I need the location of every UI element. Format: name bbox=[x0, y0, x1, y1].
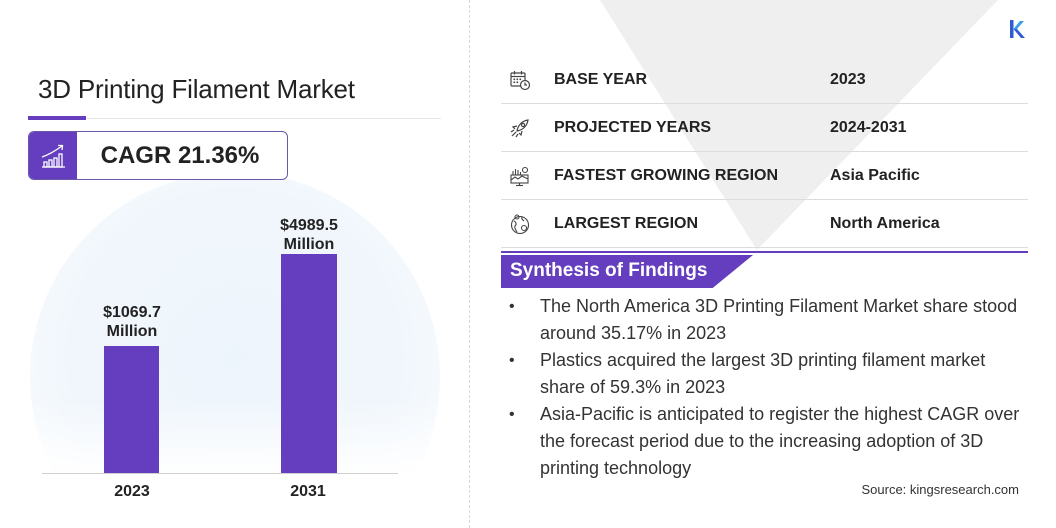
x-tick-2023: 2023 bbox=[114, 483, 150, 500]
calendar-clock-icon bbox=[510, 70, 531, 90]
source-credit: Source: kingsresearch.com bbox=[861, 482, 1019, 497]
rocket-icon bbox=[510, 118, 529, 137]
globe-location-icon bbox=[510, 213, 530, 234]
title-underline bbox=[28, 118, 441, 119]
bullet-icon: • bbox=[509, 298, 515, 315]
finding-item: • The North America 3D Printing Filament… bbox=[505, 293, 1030, 347]
synthesis-header-banner bbox=[501, 255, 753, 288]
info-label: PROJECTED YEARS bbox=[554, 118, 712, 136]
synthesis-top-rule bbox=[501, 251, 1028, 253]
panel-divider bbox=[469, 0, 470, 528]
synthesis-title: Synthesis of Findings bbox=[510, 260, 708, 281]
x-axis-line bbox=[42, 473, 398, 474]
info-row-projected-years: PROJECTED YEARS 2024-2031 bbox=[501, 104, 1028, 152]
finding-text: Asia-Pacific is anticipated to register … bbox=[540, 404, 1020, 478]
finding-item: • Plastics acquired the largest 3D print… bbox=[505, 347, 1030, 401]
info-label: LARGEST REGION bbox=[554, 214, 699, 232]
title-accent-bar bbox=[28, 116, 86, 120]
bar-value-label-2031: $4989.5 Million bbox=[280, 217, 338, 253]
info-label: BASE YEAR bbox=[554, 70, 648, 88]
info-value: 2023 bbox=[830, 70, 866, 88]
x-tick-2031: 2031 bbox=[290, 483, 326, 500]
finding-text: Plastics acquired the largest 3D printin… bbox=[540, 350, 986, 397]
info-label: FASTEST GROWING REGION bbox=[554, 166, 779, 184]
info-row-largest-region: LARGEST REGION North America bbox=[501, 200, 1028, 248]
finding-item: • Asia-Pacific is anticipated to registe… bbox=[505, 401, 1030, 482]
info-row-base-year: BASE YEAR 2023 bbox=[501, 56, 1028, 104]
market-size-chart: $1069.7 Million $4989.5 Million 2023 203… bbox=[0, 0, 470, 528]
cagr-badge: CAGR 21.36% bbox=[28, 131, 288, 180]
globe-fade bbox=[0, 400, 470, 528]
growth-region-icon bbox=[510, 166, 529, 186]
cagr-value: CAGR 21.36% bbox=[100, 141, 260, 169]
kings-research-logo-icon bbox=[1010, 20, 1025, 38]
findings-list: • The North America 3D Printing Filament… bbox=[505, 293, 1030, 482]
page-title: 3D Printing Filament Market bbox=[38, 74, 355, 104]
growth-chart-icon bbox=[29, 132, 77, 179]
info-value: 2024-2031 bbox=[830, 118, 907, 136]
info-row-fastest-growing-region: FASTEST GROWING REGION Asia Pacific bbox=[501, 152, 1028, 200]
info-value: Asia Pacific bbox=[830, 166, 920, 184]
info-value: North America bbox=[830, 214, 940, 232]
bullet-icon: • bbox=[509, 406, 515, 423]
bullet-icon: • bbox=[509, 352, 515, 369]
bar-2023 bbox=[104, 346, 159, 473]
finding-text: The North America 3D Printing Filament M… bbox=[540, 296, 1018, 343]
bar-value-label-2023: $1069.7 Million bbox=[103, 304, 161, 340]
bar-2031 bbox=[281, 254, 337, 473]
